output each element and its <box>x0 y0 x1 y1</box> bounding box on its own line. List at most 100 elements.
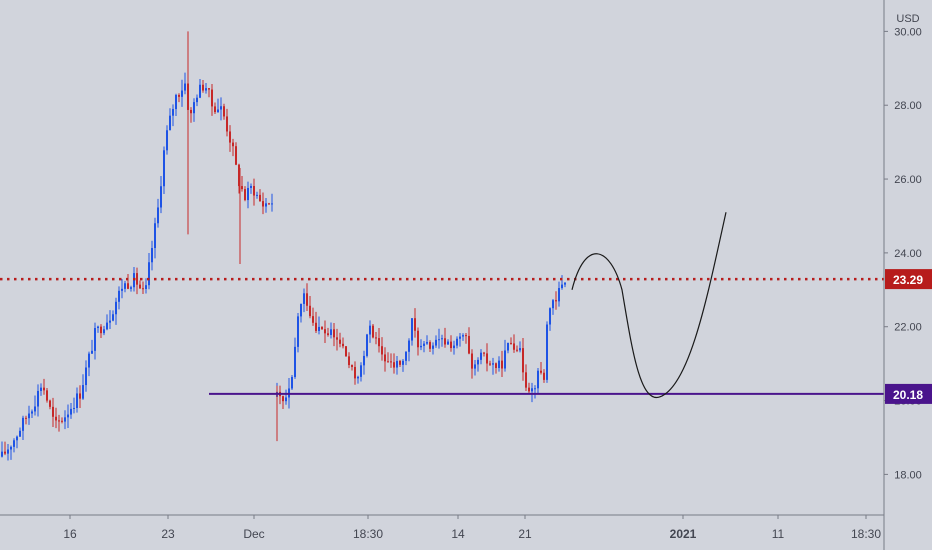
y-tick-label: 24.00 <box>894 248 922 260</box>
candle-body <box>67 414 69 418</box>
candle-body <box>208 88 210 90</box>
candle-body <box>498 360 500 369</box>
x-tick-label: 16 <box>63 527 77 541</box>
candle-body <box>160 186 162 208</box>
candle-body <box>285 397 287 402</box>
x-tick-label: 18:30 <box>353 527 383 541</box>
candle-body <box>411 318 413 341</box>
candle-body <box>366 334 368 356</box>
candle-body <box>166 130 168 151</box>
y-tick-label: 28.00 <box>894 100 922 112</box>
candle-body <box>558 288 560 302</box>
level-badges: 23.29 20.18 <box>885 269 932 404</box>
candle-body <box>76 393 78 408</box>
candle-body <box>49 400 51 407</box>
candle-body <box>214 106 216 113</box>
candle-body <box>303 293 305 304</box>
candle-body <box>94 328 96 351</box>
candle-body <box>561 284 563 289</box>
candle-body <box>43 387 45 391</box>
candle-body <box>363 355 365 366</box>
x-tick-labels: 16 23 Dec 18:30 14 21 2021 11 18:30 <box>63 515 881 541</box>
candle-body <box>438 339 440 341</box>
candle-body <box>250 185 252 188</box>
candle-body <box>552 300 554 309</box>
candle-body <box>271 203 273 205</box>
x-tick-label: 18:30 <box>851 527 881 541</box>
candle-body <box>381 346 383 355</box>
candle-body <box>217 109 219 113</box>
candle-body <box>420 345 422 348</box>
candle-body <box>151 248 153 263</box>
candle-body <box>549 308 551 325</box>
candle-body <box>483 352 485 354</box>
candle-body <box>387 361 389 363</box>
candle-body <box>244 189 246 201</box>
projection-curve <box>571 212 727 399</box>
x-tick-label: Dec <box>243 527 264 541</box>
candle-body <box>4 451 6 454</box>
candle-body <box>534 388 536 390</box>
candle-body <box>372 325 374 338</box>
candle-body <box>375 337 377 339</box>
candle-body <box>37 390 39 407</box>
candle-body <box>318 326 320 331</box>
candle-body <box>82 385 84 399</box>
x-tick-label: 2021 <box>670 527 697 541</box>
candle-body <box>492 363 494 365</box>
candle-body <box>163 150 165 187</box>
x-tick-label: 11 <box>772 527 785 541</box>
candle-body <box>360 365 362 377</box>
candle-body <box>184 83 186 91</box>
x-tick-label: 23 <box>161 527 175 541</box>
candle-body <box>414 318 416 331</box>
candle-body <box>489 363 491 365</box>
y-tick-label: 18.00 <box>894 469 922 481</box>
candle-body <box>31 411 33 414</box>
y-tick-label: 22.00 <box>894 322 922 334</box>
candle-body <box>211 89 213 107</box>
candle-body <box>121 288 123 291</box>
candle-body <box>471 353 473 369</box>
candle-body <box>241 186 243 190</box>
candle-body <box>268 203 270 205</box>
x-tick-label: 14 <box>451 527 465 541</box>
candle-body <box>124 283 126 289</box>
candle-body <box>333 329 335 338</box>
candle-body <box>229 131 231 143</box>
candle-body <box>22 417 24 431</box>
candle-body <box>199 84 201 98</box>
candle-body <box>321 326 323 330</box>
candle-body <box>115 301 117 315</box>
candle-body <box>88 353 90 368</box>
candle-body <box>477 359 479 365</box>
candle-body <box>130 287 132 289</box>
time-axis[interactable]: 16 23 Dec 18:30 14 21 2021 11 18:30 <box>0 514 884 541</box>
candle-body <box>546 324 548 380</box>
level-badge-label: 20.18 <box>893 388 923 402</box>
y-tick-label: 26.00 <box>894 174 922 186</box>
candle-body <box>462 335 464 337</box>
candle-body <box>232 142 234 147</box>
y-tick-label: 30.00 <box>894 26 922 38</box>
candle-body <box>357 376 359 379</box>
candle-body <box>384 354 386 362</box>
candle-body <box>223 106 225 117</box>
candle-body <box>513 343 515 350</box>
x-tick-label: 21 <box>518 527 532 541</box>
candle-body <box>378 338 380 347</box>
candle-body <box>142 288 144 290</box>
candle-body <box>226 116 228 132</box>
candle-body <box>169 115 171 131</box>
candle-body <box>399 360 401 365</box>
candle-body <box>79 393 81 399</box>
candle-body <box>148 262 150 286</box>
candle-body <box>348 356 350 366</box>
candle-body <box>25 417 27 419</box>
candle-body <box>259 194 261 202</box>
candle-body <box>528 387 530 392</box>
candle-body <box>262 201 264 207</box>
candle-body <box>465 335 467 337</box>
candle-body <box>10 446 12 450</box>
